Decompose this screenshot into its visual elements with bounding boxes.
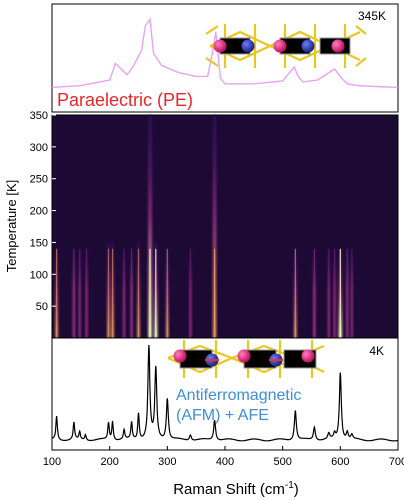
heatmap-band-core (149, 248, 151, 338)
heatmap-band-core (112, 248, 114, 338)
y-tick-label: 50 (36, 301, 48, 313)
y-axis-ticks: 50 100 150 200 250 300 350 (30, 110, 56, 313)
heatmap-band-core (166, 248, 168, 338)
heatmap-band-core (339, 248, 341, 338)
bottom-temperature-label: 4K (369, 344, 384, 358)
top-spectrum-line (51, 17, 399, 89)
x-tick-label: 100 (43, 456, 61, 468)
heatmap-band-core (123, 248, 125, 338)
y-axis-label: Temperature [K] (4, 180, 19, 273)
y-tick-label: 350 (30, 110, 48, 122)
heatmap-band-core (155, 248, 157, 338)
x-tick-label: 300 (158, 456, 176, 468)
heatmap-band-core (131, 248, 133, 338)
x-axis-label: Raman Shift (cm-1) (173, 480, 299, 498)
y-tick-label: 100 (30, 269, 48, 281)
heatmap-band-core (328, 248, 330, 338)
y-tick-label: 200 (30, 206, 48, 218)
heatmap-band (213, 115, 217, 338)
bottom-phase-label-line2: (AFM) + AFE (176, 407, 269, 424)
x-tick-label: 600 (331, 456, 349, 468)
heatmap-band-core (313, 248, 315, 338)
heatmap-band (189, 248, 192, 338)
heatmap-band (85, 248, 88, 338)
bottom-spectrum-line (51, 344, 399, 442)
heatmap-band (78, 248, 81, 338)
heatmap-band-core (294, 248, 296, 338)
heatmap-band-core (79, 248, 81, 338)
crystal-structure-top (205, 24, 367, 68)
x-tick-label: 200 (100, 456, 118, 468)
x-axis-ticks: 100 200 300 400 500 600 700 (43, 446, 404, 468)
heatmap-band-core (56, 248, 58, 338)
heatmap-band-core (334, 248, 336, 338)
heatmap-band (327, 248, 330, 338)
heatmap-band (130, 248, 133, 338)
heatmap-band-core (137, 248, 140, 338)
crystal-structure-bottom (167, 340, 325, 378)
heatmap-band-core (189, 248, 191, 338)
heatmap-band-core (351, 248, 353, 338)
heatmap-band-core (214, 248, 216, 338)
heatmap-band-core (73, 248, 75, 338)
heatmap-band-core (86, 248, 88, 338)
x-tick-label: 400 (216, 456, 234, 468)
top-phase-label: Paraelectric (PE) (57, 90, 193, 110)
heatmap-band (148, 115, 152, 338)
bottom-phase-label-line1: Antiferromagnetic (176, 387, 301, 404)
heatmap-band (333, 248, 336, 338)
heatmap-bands (55, 115, 353, 338)
y-tick-label: 150 (30, 237, 48, 249)
heatmap-band (346, 248, 349, 338)
heatmap-band (350, 248, 353, 338)
y-tick-label: 250 (30, 174, 48, 186)
x-tick-label: 500 (273, 456, 291, 468)
heatmap-band-core (346, 248, 348, 338)
top-temperature-label: 345K (358, 9, 386, 23)
heatmap-band-core (107, 248, 110, 338)
y-tick-label: 300 (30, 142, 48, 154)
heatmap-band (123, 248, 126, 338)
x-tick-label: 700 (389, 456, 404, 468)
